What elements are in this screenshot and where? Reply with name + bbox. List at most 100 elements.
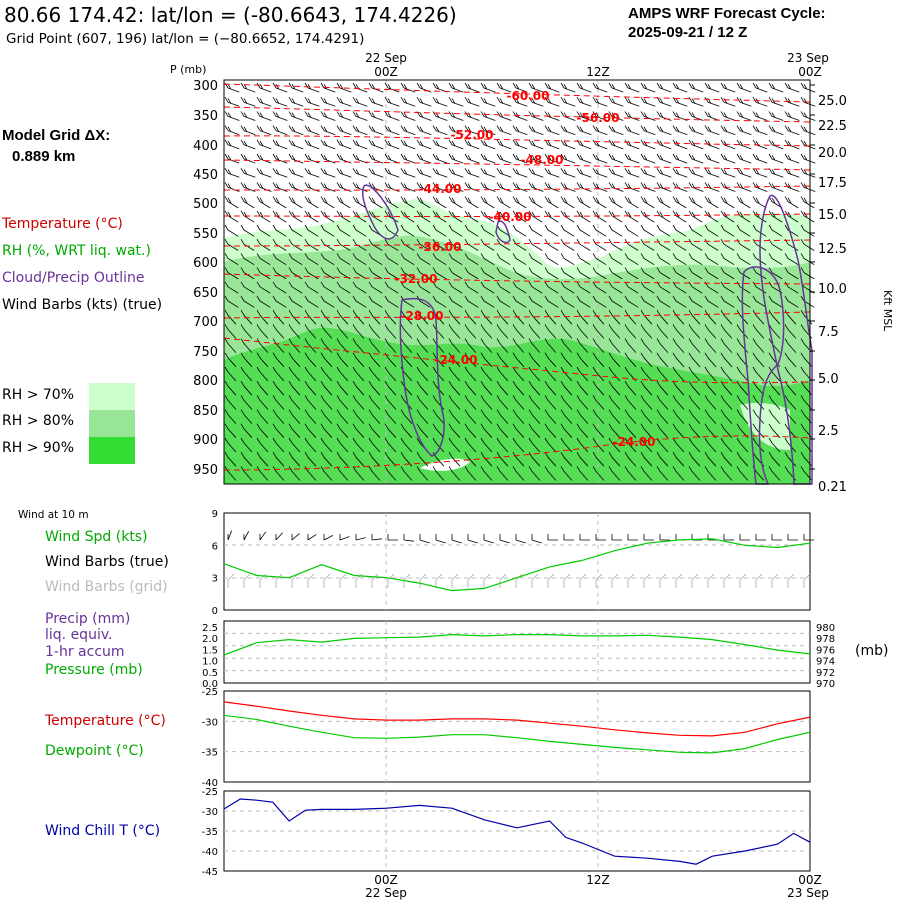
rh-white-hole (420, 458, 470, 471)
temperature-line (223, 701, 811, 737)
wind-speed-line (223, 538, 811, 592)
isotherm-m32 (223, 273, 811, 285)
model-grid-label: Model Grid ΔX: (2, 127, 111, 144)
temperature-tick: -30 (202, 717, 218, 728)
height-tick-label: 0.21 (818, 480, 847, 495)
wind-barb-field (224, 82, 816, 481)
xsec-time-tick: 12Z (586, 65, 610, 79)
pressure-axis-label: P (mb) (170, 63, 206, 76)
pressure-frame (223, 620, 811, 684)
pressure-tick: 974 (816, 657, 835, 668)
rh90-swatch (89, 437, 135, 464)
legend-temperature-2: Temperature (°C) (45, 713, 166, 729)
pressure-tick-label: 550 (193, 227, 218, 242)
temperature-contour-label: -44.00 (419, 182, 462, 196)
cloud-outline-2 (495, 220, 511, 244)
pressure-tick-label: 300 (193, 79, 218, 94)
temperature-tick: -35 (202, 748, 218, 759)
temperature-contour-label: -48.00 (521, 153, 564, 167)
temperature-contour-label: -56.00 (577, 111, 620, 125)
legend-wind-barbs-grid: Wind Barbs (grid) (45, 579, 168, 595)
height-axis-label: Kft MSL (881, 290, 894, 332)
pressure-tick-label: 850 (193, 404, 218, 419)
temperature-plot: -25 -30 -35 -40 (202, 687, 811, 789)
height-tick-label: 7.5 (818, 325, 839, 340)
temperature-line (223, 714, 811, 754)
precip-tick: 2.5 (202, 623, 218, 634)
grid-point-subtitle: Grid Point (607, 196) lat/lon = (−80.665… (6, 31, 365, 47)
height-tick-label: 22.5 (818, 119, 847, 134)
legend-temperature: Temperature (°C) (2, 216, 123, 232)
pressure-tick: 980 (816, 623, 835, 634)
isotherm-m48 (223, 159, 811, 171)
height-tick-label: 20.0 (818, 146, 847, 161)
forecast-cycle-value: 2025-09-21 / 12 Z (628, 24, 748, 41)
legend-rh80: RH > 80% (2, 413, 75, 429)
bottom-date-label: 22 Sep (365, 886, 407, 900)
temperature-contour-label: -32.00 (395, 272, 438, 286)
xsec-date-label: 22 Sep (365, 51, 407, 65)
pressure-tick-label: 700 (193, 315, 218, 330)
legend-rh: RH (%, WRT liq. wat.) (2, 243, 151, 259)
xsec-axes: 300 350 400 450 500 550 600 650 700 750 800 850 900 9… (170, 51, 894, 495)
temperature-contour-label: -60.00 (507, 89, 550, 103)
pressure-tick-label: 900 (193, 433, 218, 448)
rh80-swatch (89, 410, 135, 437)
wind-chill-line (223, 798, 811, 865)
height-tick-label: 12.5 (818, 242, 847, 257)
legend-dewpoint: Dewpoint (°C) (45, 743, 144, 759)
legend-wind-barbs-true: Wind Barbs (true) (45, 554, 169, 570)
isotherm-m44 (223, 185, 811, 191)
wind-speed-tick: 9 (212, 509, 218, 520)
surface-barbs-grid (227, 573, 811, 588)
temperature-panel: -25 -30 -35 -40 (202, 687, 811, 789)
isotherm-m24a (223, 337, 811, 384)
page-title: 80.66 174.42: lat/lon = (-80.6643, 174.4… (4, 3, 457, 27)
temperature-contour-label: -52.00 (451, 128, 494, 142)
legend-precip-liq: liq. equiv. (45, 627, 113, 643)
cloud-outlines (361, 184, 813, 485)
wind-speed-plot: 9 6 3 0 (212, 509, 811, 617)
legend-precip: Precip (mm) (45, 611, 131, 627)
pressure-tick-label: 600 (193, 256, 218, 271)
wind-chill-tick: -30 (202, 807, 218, 818)
xsec-frame (223, 79, 811, 485)
isotherm-m60 (223, 83, 811, 103)
temperature-contour-label: -24.00 (613, 435, 656, 449)
cloud-outline-3 (399, 297, 445, 457)
cross-section-panel: -60.00 -56.00 -52.00 -48.00 -44.00 -40.00 -36.… (170, 51, 894, 495)
rh90-region (224, 327, 810, 484)
bottom-time-tick: 12Z (586, 873, 610, 887)
temperature-labels: -60.00 -56.00 -52.00 -48.00 -44.00 -40.00 -36.… (395, 89, 656, 449)
pressure-tick-label: 350 (193, 109, 218, 124)
pressure-tick-label: 800 (193, 374, 218, 389)
height-tick-label: 10.0 (818, 282, 847, 297)
wind-chill-tick: -25 (202, 787, 218, 798)
pressure-tick: 978 (816, 634, 835, 645)
legend-wind-barbs: Wind Barbs (kts) (true) (2, 297, 163, 313)
cloud-outline-4 (759, 194, 813, 485)
height-tick-label: 5.0 (818, 372, 839, 387)
isotherm-m40 (223, 213, 811, 217)
surface-wind-barbs (227, 530, 814, 588)
xsec-time-tick: 00Z (374, 65, 398, 79)
temperature-contour-label: -40.00 (489, 210, 532, 224)
temperature-contour-label: -28.00 (401, 309, 444, 323)
pressure-tick-label: 500 (193, 197, 218, 212)
isotherm-m28 (223, 311, 811, 319)
temperature-tick: -25 (202, 687, 218, 698)
wind-chill-tick: -40 (202, 847, 218, 858)
temperature-tick: -40 (202, 778, 218, 789)
pressure-unit-label: (mb) (855, 643, 889, 659)
isotherm-m52 (223, 135, 811, 147)
isotherm-m56 (223, 106, 811, 123)
pressure-tick-label: 750 (193, 345, 218, 360)
wind-frame (223, 512, 811, 611)
isotherm-m24b (223, 435, 811, 471)
pressure-tick-label: 450 (193, 168, 218, 183)
surface-barbs-true (227, 530, 814, 544)
height-tick-label: 2.5 (818, 424, 839, 439)
